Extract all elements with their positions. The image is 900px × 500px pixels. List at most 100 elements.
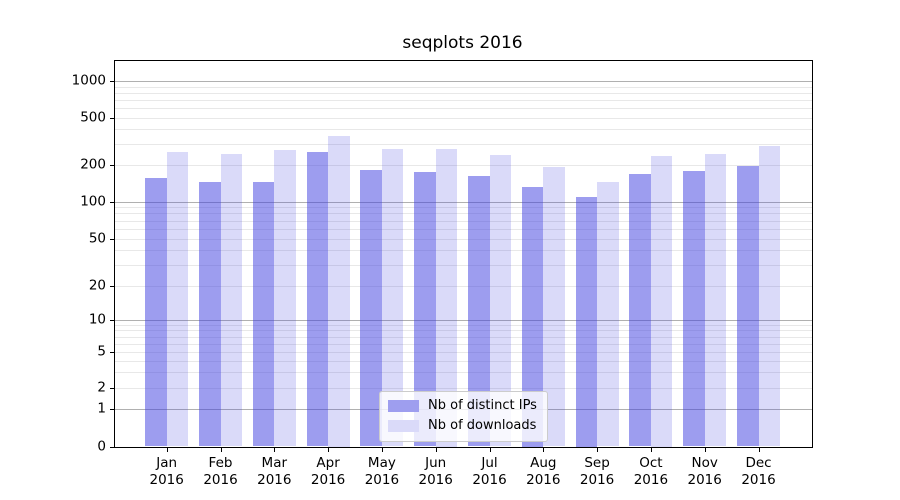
gridline-minor [115,228,812,230]
x-tick [489,447,491,452]
bar-distinct-ips [521,186,544,447]
bar-downloads [758,145,780,447]
x-tick [166,447,168,452]
x-tick-label: Aug 2016 [526,455,561,488]
bar-downloads [274,149,296,447]
x-tick-label: Sep 2016 [579,455,615,488]
legend-label-distinct-ips: Nb of distinct IPs [428,398,537,413]
x-tick-label: Oct 2016 [633,455,669,488]
x-tick [435,447,437,452]
y-tick [110,201,114,203]
x-tick-label: Apr 2016 [310,455,346,488]
bar-distinct-ips [683,171,705,447]
gridline-minor [115,250,812,252]
gridline-minor [115,213,812,215]
x-tick [381,447,384,452]
bar-downloads [435,148,458,447]
y-tick-label: 1 [97,400,106,417]
y-tick-label: 5 [97,343,106,360]
gridline-minor [115,207,812,209]
gridline-minor [115,286,812,287]
bar-distinct-ips [145,178,167,447]
y-tick [110,320,114,322]
bar-distinct-ips [468,176,490,447]
bar-downloads [650,155,673,447]
gridline-minor [115,107,812,109]
y-tick [110,165,114,167]
gridline-minor [115,371,812,373]
gridline-minor [115,265,812,266]
gridline-minor [115,92,812,94]
gridline-major [115,81,812,82]
x-tick [704,447,706,452]
legend-item-downloads: Nb of downloads [388,418,537,434]
gridline-minor [115,360,812,362]
gridline-minor [115,99,812,101]
x-tick-label: Dec 2016 [741,455,776,488]
bar-distinct-ips [414,172,436,447]
gridline-minor [115,165,812,166]
bar-downloads [704,153,727,447]
gridline-major [115,320,812,321]
x-tick [220,447,222,452]
axis-layer: 1000 500 200 100 50 20 10 5 2 1 0 Jan 2016 Feb 2016 M… [72,61,812,488]
bar-downloads [543,167,565,447]
gridline-minor [115,336,812,338]
y-tick-label: 20 [88,277,106,294]
y-tick [110,238,114,240]
bar-downloads [597,181,619,447]
bar-distinct-ips [306,152,329,447]
chart-title: seqplots 2016 [402,33,523,53]
bar-distinct-ips [360,169,382,447]
bar-downloads [328,135,350,447]
y-tick-label: 10 [88,311,106,328]
gridline-minor [115,144,812,145]
y-tick [110,117,114,119]
x-tick [543,447,545,452]
gridline-minor [115,129,812,131]
gridline-minor [115,220,812,222]
x-tick-label: Jul 2016 [472,455,507,488]
y-tick-label: 1000 [71,72,106,89]
bar-distinct-ips [252,181,275,447]
bar-distinct-ips [575,196,598,447]
x-tick-label: May 2016 [364,455,400,488]
bar-downloads [166,151,189,447]
bar-distinct-ips [629,173,651,447]
plot-area: 1000 500 200 100 50 20 10 5 2 1 0 Jan 2016 Feb 2016 M… [72,60,813,488]
x-tick [274,447,276,452]
bar-downloads [489,154,511,447]
legend-swatch-ips-icon [388,400,419,412]
y-tick [110,409,114,411]
y-tick-label: 2 [97,378,106,395]
y-tick-label: 100 [80,192,106,209]
y-tick-label: 500 [80,108,106,125]
x-tick [328,447,330,452]
bar-distinct-ips [737,166,759,447]
y-tick [110,286,114,288]
gridline-minor [115,117,812,119]
gridline-minor [115,324,812,326]
gridline-minor [115,238,812,240]
y-tick-label: 200 [80,156,106,173]
gridline-major [115,201,812,203]
x-tick-label: Jan 2016 [149,455,184,488]
x-tick-label: Mar 2016 [257,455,292,488]
y-tick [110,352,114,354]
legend: Nb of distinct IPs Nb of downloads [379,391,548,442]
x-tick [758,447,760,452]
y-tick [110,387,114,389]
x-tick-label: Feb 2016 [203,455,238,488]
legend-label-downloads: Nb of downloads [428,418,537,433]
legend-item-distinct-ips: Nb of distinct IPs [388,398,537,414]
gridline-minor [115,343,812,345]
y-tick-label: 0 [97,437,106,454]
legend-swatch-downloads-icon [388,420,419,432]
gridline-minor [115,387,812,389]
x-tick [650,447,653,452]
bar-downloads [220,153,242,447]
y-tick [110,81,114,83]
x-tick [597,447,599,452]
y-tick [110,446,114,448]
